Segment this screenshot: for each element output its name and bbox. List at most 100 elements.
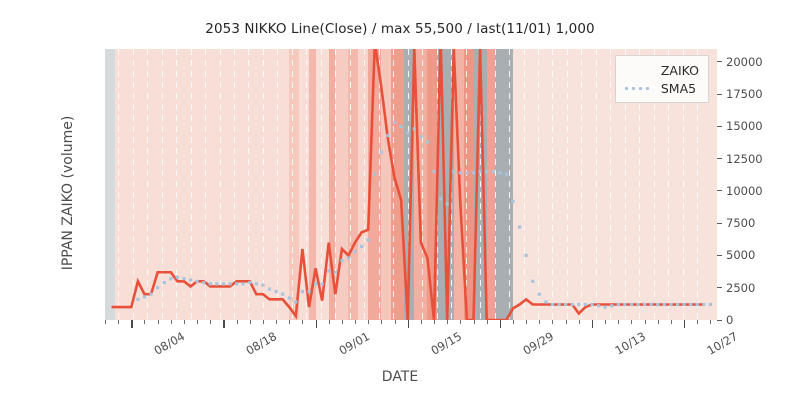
series-dot-sma5 — [649, 302, 653, 307]
series-dot-sma5 — [399, 124, 403, 129]
series-dot-sma5 — [583, 302, 587, 307]
y-axis-tick: 17500 — [717, 87, 763, 101]
legend: ZAIKO SMA5 — [614, 55, 709, 103]
price-band — [381, 49, 392, 320]
gridline — [262, 49, 264, 320]
series-dot-sma5 — [498, 171, 502, 175]
legend-item-sma5[interactable]: SMA5 — [622, 79, 699, 97]
series-dot-sma5 — [261, 283, 265, 287]
series-dot-sma5 — [682, 302, 686, 307]
x-axis-minor-tick — [460, 320, 462, 324]
x-axis-major-tick — [407, 320, 409, 328]
price-band — [299, 49, 309, 320]
price-band — [328, 49, 336, 320]
x-axis-minor-tick — [697, 320, 699, 324]
gridline — [566, 49, 568, 320]
y-tick-mark — [717, 125, 722, 127]
series-dot-sma5 — [491, 170, 495, 174]
gridline — [277, 49, 279, 320]
gridline — [465, 49, 467, 320]
series-dot-sma5 — [162, 280, 166, 285]
series-dot-sma5 — [656, 302, 660, 307]
x-axis-minor-tick — [513, 320, 514, 324]
gridline — [523, 49, 525, 320]
series-dot-sma5 — [610, 304, 614, 308]
x-axis-minor-tick — [618, 320, 620, 324]
series-dot-sma5 — [228, 282, 232, 286]
x-axis-minor-tick — [670, 320, 672, 324]
series-dot-sma5 — [511, 199, 515, 203]
series-dot-sma5 — [550, 302, 555, 307]
series-dot-sma5 — [294, 300, 298, 304]
series-dot-sma5 — [629, 302, 634, 307]
y-tick-label: 12500 — [726, 151, 763, 166]
series-dot-sma5 — [327, 269, 331, 273]
series-dot-sma5 — [708, 302, 713, 307]
price-band — [494, 49, 513, 320]
legend-item-zaiko[interactable]: ZAIKO — [623, 61, 699, 79]
legend-label-sma5: SMA5 — [660, 80, 697, 96]
series-dot-sma5 — [235, 282, 239, 286]
price-band — [427, 49, 438, 320]
series-dot-sma5 — [689, 302, 693, 307]
gridline — [538, 49, 539, 320]
x-axis-minor-tick — [578, 320, 580, 324]
gridline — [349, 49, 351, 320]
gridline — [190, 49, 192, 320]
price-band — [404, 49, 415, 320]
legend-label-zaiko: ZAIKO — [660, 62, 699, 78]
gridline — [422, 49, 424, 320]
gridline — [653, 49, 655, 320]
x-axis-label: DATE — [381, 369, 419, 385]
series-dot-sma5 — [537, 292, 541, 296]
series-dot-sma5 — [287, 296, 291, 300]
gridline — [639, 49, 641, 320]
x-axis-major-tick — [131, 320, 133, 328]
x-axis-minor-tick — [262, 320, 264, 324]
x-axis-minor-tick — [170, 320, 172, 324]
y-axis-tick: 0 — [717, 313, 733, 327]
x-axis-major-tick — [223, 320, 225, 328]
y-tick-mark — [717, 222, 722, 224]
series-dot-sma5 — [636, 302, 640, 307]
series-dot-sma5 — [577, 302, 581, 307]
gridline — [610, 49, 612, 320]
series-dot-sma5 — [300, 290, 305, 294]
gridline — [581, 49, 583, 320]
series-dot-sma5 — [432, 170, 436, 174]
x-axis-major-tick — [499, 320, 502, 328]
y-tick-label: 5000 — [726, 248, 756, 263]
gridline — [291, 49, 293, 320]
x-axis-minor-tick — [710, 320, 712, 324]
series-dot-sma5 — [267, 287, 272, 291]
x-axis-minor-tick — [565, 320, 567, 324]
series-dot-sma5 — [373, 172, 377, 176]
x-axis-minor-tick — [197, 320, 199, 324]
price-band — [463, 49, 474, 320]
series-layer — [111, 49, 713, 320]
series-dot-sma5 — [353, 250, 357, 254]
x-axis-minor-tick — [368, 320, 370, 324]
series-dot-sma5 — [557, 302, 561, 307]
y-axis-label: IPPAN ZAIKO (volume) — [60, 115, 76, 271]
price-band — [309, 49, 316, 320]
y-tick-label: 0 — [726, 313, 734, 327]
y-tick-mark — [717, 61, 722, 63]
series-dot-sma5 — [695, 302, 699, 307]
series-dot-sma5 — [564, 302, 568, 307]
series-dot-sma5 — [504, 172, 509, 176]
series-dot-sma5 — [662, 302, 666, 307]
series-dot-sma5 — [320, 282, 324, 286]
price-band — [358, 49, 369, 320]
y-tick-mark — [717, 319, 722, 321]
series-dot-sma5 — [360, 244, 364, 249]
series-dot-sma5 — [136, 297, 140, 301]
series-dot-sma5 — [142, 295, 147, 299]
vertical-gridlines — [105, 49, 717, 320]
gridline — [176, 49, 178, 320]
series-dot-sma5 — [346, 256, 351, 260]
gridline — [205, 49, 207, 320]
gridline — [132, 49, 134, 320]
gridline — [407, 49, 409, 320]
